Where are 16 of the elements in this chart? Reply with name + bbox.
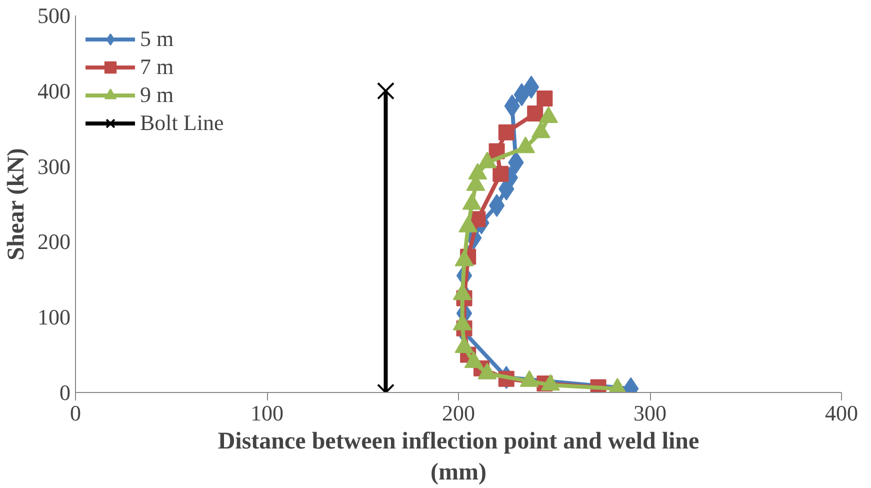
- legend-label: 9 m: [140, 81, 174, 109]
- x-tick-label: 300: [634, 400, 666, 426]
- y-tick-label: 100: [38, 304, 70, 330]
- x-tick-label: 200: [442, 400, 475, 426]
- x-axis-title: Distance between inflection point and weld line (mm): [218, 428, 700, 486]
- y-tick-label: 200: [38, 229, 70, 254]
- x-tick-label: 100: [250, 400, 284, 426]
- y-axis-title: Shear (kN): [4, 148, 30, 260]
- legend-label: 7 m: [140, 53, 174, 81]
- y-tick-label: 500: [38, 3, 70, 28]
- x-tick-label: 400: [825, 400, 858, 426]
- y-tick-label: 0: [60, 380, 70, 405]
- legend-label: Bolt Line: [140, 109, 224, 137]
- y-tick-label: 300: [38, 154, 70, 179]
- y-tick-label: 400: [38, 78, 70, 104]
- legend-label: 5 m: [140, 25, 174, 53]
